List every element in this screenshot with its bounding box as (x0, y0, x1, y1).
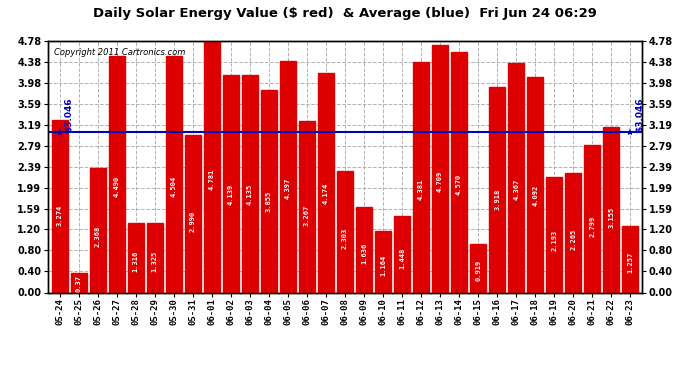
Text: Daily Solar Energy Value ($ red)  & Average (blue)  Fri Jun 24 06:29: Daily Solar Energy Value ($ red) & Avera… (93, 8, 597, 21)
Bar (223, 75, 239, 292)
Text: 2.265: 2.265 (570, 228, 576, 249)
Text: 1.636: 1.636 (361, 243, 367, 264)
Text: $3.046: $3.046 (635, 98, 644, 132)
Text: 2.303: 2.303 (342, 227, 348, 249)
Bar (584, 146, 600, 292)
Text: 3.267: 3.267 (304, 205, 310, 226)
Text: 4.781: 4.781 (209, 169, 215, 190)
Text: 1.448: 1.448 (399, 248, 405, 269)
Bar (451, 52, 467, 292)
Bar (241, 75, 258, 292)
Bar (204, 41, 220, 292)
Bar (622, 226, 638, 292)
Text: 4.381: 4.381 (418, 178, 424, 200)
Bar (489, 87, 505, 292)
Bar (147, 223, 163, 292)
Bar (261, 90, 277, 292)
Text: 1.325: 1.325 (152, 251, 158, 272)
Text: 0.919: 0.919 (475, 260, 481, 281)
Text: 4.397: 4.397 (285, 178, 291, 199)
Text: 2.799: 2.799 (589, 216, 595, 237)
Text: 3.855: 3.855 (266, 191, 272, 212)
Text: 3.918: 3.918 (494, 189, 500, 210)
Text: 1.164: 1.164 (380, 254, 386, 276)
Bar (166, 56, 182, 292)
Bar (109, 57, 125, 292)
Bar (318, 73, 334, 292)
Bar (394, 216, 410, 292)
Text: 4.367: 4.367 (513, 178, 519, 200)
Text: 4.135: 4.135 (247, 184, 253, 206)
Text: 0.37: 0.37 (76, 275, 81, 292)
Bar (565, 174, 581, 292)
Text: 4.092: 4.092 (532, 185, 538, 206)
Bar (603, 127, 620, 292)
Text: 4.709: 4.709 (437, 171, 443, 192)
Text: 4.139: 4.139 (228, 184, 234, 205)
Bar (508, 63, 524, 292)
Bar (52, 120, 68, 292)
Bar (470, 244, 486, 292)
Text: 2.368: 2.368 (95, 226, 101, 247)
Bar (280, 62, 296, 292)
Text: 4.570: 4.570 (456, 174, 462, 195)
Bar (356, 207, 372, 292)
Bar (185, 135, 201, 292)
Bar (432, 45, 448, 292)
Text: 4.504: 4.504 (171, 176, 177, 196)
Text: Copyright 2011 Cartronics.com: Copyright 2011 Cartronics.com (55, 48, 186, 57)
Bar (90, 168, 106, 292)
Text: 3.155: 3.155 (609, 207, 614, 228)
Bar (527, 77, 543, 292)
Bar (299, 121, 315, 292)
Bar (375, 231, 391, 292)
Text: 4.174: 4.174 (323, 183, 329, 204)
Bar (128, 224, 144, 292)
Bar (337, 171, 353, 292)
Bar (413, 62, 429, 292)
Text: $3.046: $3.046 (65, 98, 74, 132)
Text: 2.990: 2.990 (190, 211, 196, 232)
Bar (546, 177, 562, 292)
Text: 4.490: 4.490 (114, 176, 120, 197)
Text: 1.316: 1.316 (132, 251, 139, 272)
Text: 2.193: 2.193 (551, 230, 558, 251)
Bar (70, 273, 87, 292)
Text: 3.274: 3.274 (57, 204, 63, 226)
Text: 1.257: 1.257 (627, 252, 633, 273)
